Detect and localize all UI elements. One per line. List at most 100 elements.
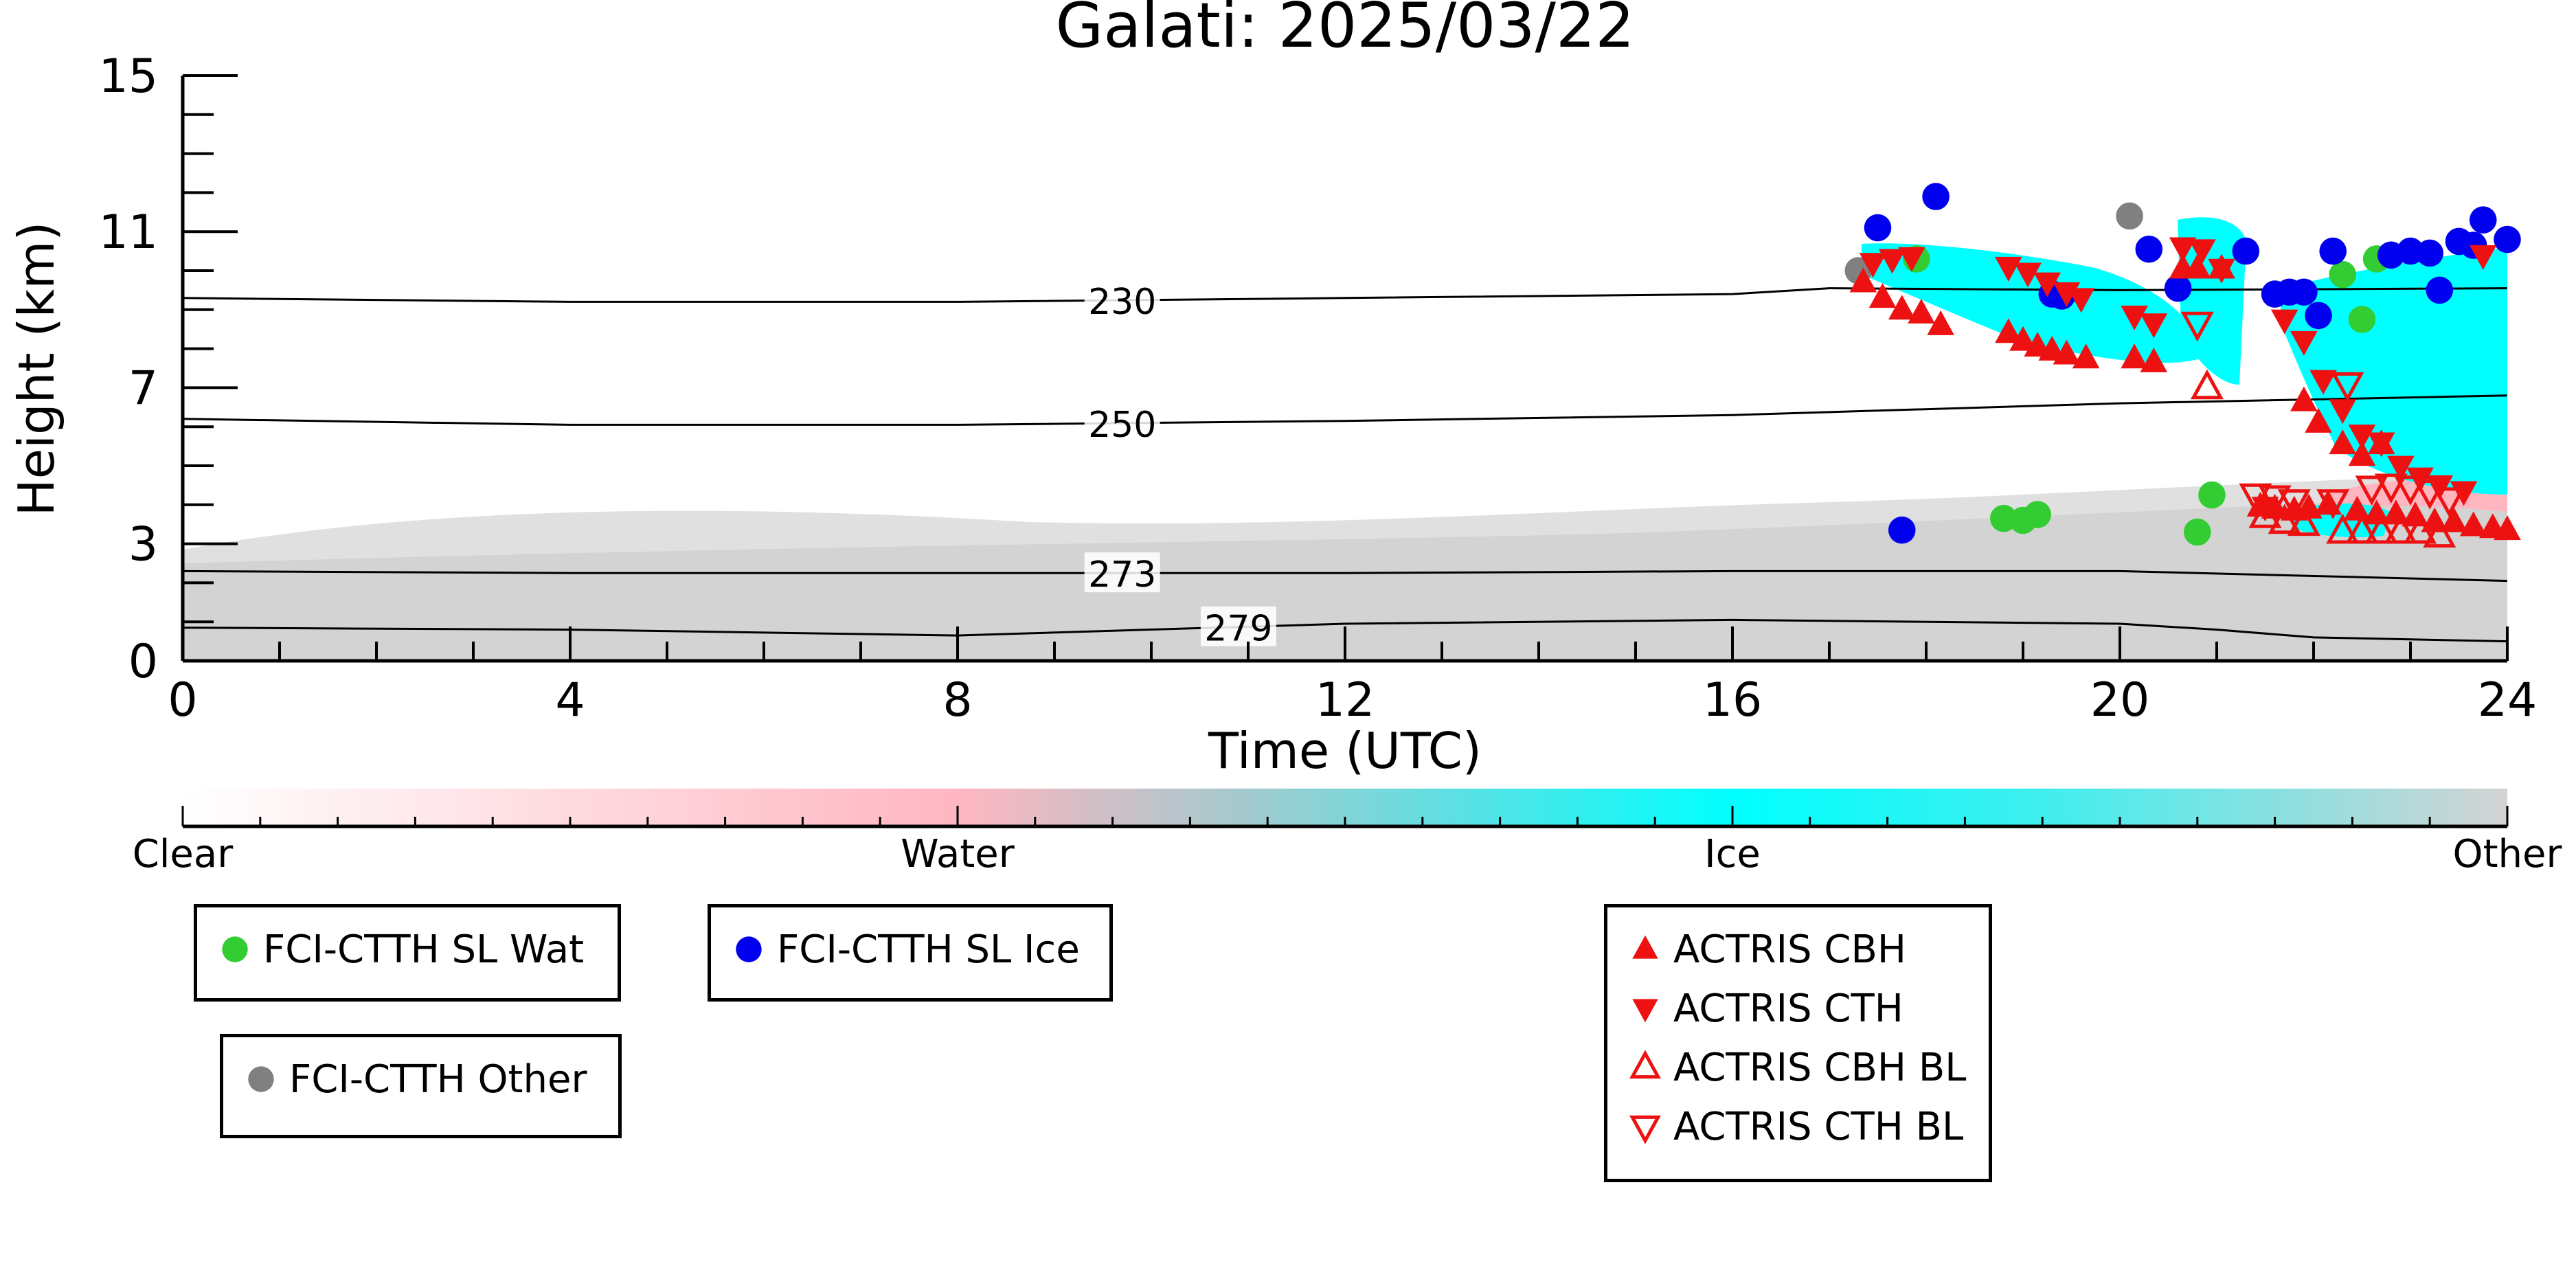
legend-marker-icon <box>222 936 248 962</box>
legend-actris: ACTRIS CBH ACTRIS CTH ACTRIS CBH BL ACTRIS … <box>1604 904 1992 1182</box>
actris-cbh-bl-point <box>2268 504 2301 534</box>
contour-279 <box>182 618 2508 643</box>
actris-cbh-bl-point <box>2190 369 2224 400</box>
contour-label-279: 279 <box>1204 609 1272 650</box>
legend-marker-icon <box>1629 1050 1661 1079</box>
x-tick-label: 8 <box>942 673 972 727</box>
colorbar: Clear Water Ice Other <box>133 789 2562 877</box>
actris-cbh-point <box>1888 295 1916 320</box>
actris-cth-bl-point <box>2393 475 2428 506</box>
colorbar-label-ice: Ice <box>1704 832 1761 877</box>
colorbar-label-water: Water <box>901 832 1015 877</box>
actris-cth-bl-point <box>2432 487 2466 518</box>
fci-ctth-sl-ice-point <box>2416 239 2443 267</box>
actris-cth-point <box>1859 253 1887 278</box>
colorbar-label-clear: Clear <box>133 832 234 877</box>
actris-cth-point <box>2121 305 2148 330</box>
actris-cth-point <box>2014 262 2042 288</box>
fci-ctth-sl-wat-point <box>2024 501 2051 528</box>
fci-ctth-sl-ice-point <box>1864 214 1892 242</box>
actris-cbh-point <box>2140 347 2168 372</box>
legend-entry: ACTRIS CTH BL <box>1627 1097 1969 1156</box>
cloud-classification-image <box>183 217 2507 661</box>
legend-marker-icon <box>1632 999 1658 1023</box>
x-axis-label: Time (UTC) <box>1208 722 1482 780</box>
y-tick-label: 11 <box>98 205 158 260</box>
actris-cth-bl-point <box>2355 475 2388 506</box>
legend-label: ACTRIS CBH BL <box>1673 1045 1967 1090</box>
other-cloud-speckle <box>183 474 2507 563</box>
fci-ctth-sl-ice-point <box>2305 302 2332 330</box>
actris-cth-point <box>2469 245 2497 270</box>
actris-cth-bl-point <box>2331 372 2364 403</box>
fci-ctth-sl-ice-point <box>2426 276 2454 304</box>
legend-entry: FCI-CTTH SL Wat <box>216 920 598 979</box>
legend-label: ACTRIS CTH <box>1673 986 1903 1031</box>
actris-cth-point <box>2033 272 2061 297</box>
y-tick-label: 15 <box>98 49 158 104</box>
legend-marker-icon <box>248 1066 274 1092</box>
contour-label-273: 273 <box>1088 554 1156 596</box>
actris-cbh-point <box>2440 507 2468 532</box>
fci-ctth-sl-wat-point <box>2329 260 2357 289</box>
legend-label: FCI-CTTH Other <box>289 1057 587 1102</box>
legend-marker <box>248 1066 274 1092</box>
colorbar-label-other: Other <box>2452 832 2562 877</box>
actris-cth-bl-point <box>2277 489 2311 519</box>
legend-marker <box>1632 999 1658 1023</box>
actris-cbh-point <box>2329 429 2357 455</box>
actris-cbh-bl-point <box>2287 506 2320 536</box>
legend-marker-icon <box>736 936 762 962</box>
actris-cbh-bl-point <box>2404 513 2437 544</box>
actris-cbh-point <box>2459 511 2487 536</box>
actris-cth-point <box>1878 249 1906 274</box>
actris-cbh-point <box>2348 441 2376 466</box>
actris-cth-point <box>2387 455 2415 481</box>
x-tick-label: 12 <box>1315 673 1375 727</box>
legend-marker-icon <box>1632 935 1658 959</box>
contour-label-250: 250 <box>1088 405 1156 446</box>
legend-entry: ACTRIS CBH <box>1627 920 1969 979</box>
ice-cloud-region-1 <box>1862 243 2205 363</box>
actris-cth-point <box>2270 309 2298 335</box>
actris-cbh-point <box>2072 343 2100 369</box>
chart-title: Galati: 2025/03/22 <box>1055 0 1634 62</box>
ice-cloud-region-3 <box>2281 247 2507 495</box>
legend-label: ACTRIS CBH <box>1673 927 1907 972</box>
legend-water: FCI-CTTH SL Wat <box>194 904 621 1002</box>
contour-250 <box>182 394 2508 426</box>
actris-cth-bl-point <box>2180 311 2214 342</box>
actris-cbh-point <box>2314 490 2342 515</box>
contour-label-bg <box>1084 280 1160 320</box>
fci-ctth-sl-ice-point <box>2319 237 2347 265</box>
data-points <box>1844 183 2521 548</box>
actris-cth-point <box>2329 399 2357 425</box>
legend-ice: FCI-CTTH SL Ice <box>708 904 1113 1002</box>
actris-cth-point <box>2348 425 2376 450</box>
legend-marker <box>1629 1115 1661 1144</box>
actris-cbh-point <box>2305 407 2332 433</box>
x-tick-label: 4 <box>555 673 585 727</box>
actris-cth-point <box>2367 432 2395 457</box>
y-tick-label: 0 <box>128 635 158 689</box>
actris-cbh-point <box>1927 310 1954 335</box>
contour-label-230: 230 <box>1088 282 1156 323</box>
fci-ctth-sl-ice-point <box>1888 516 1916 544</box>
x-tick-label: 24 <box>2478 673 2538 727</box>
legend-label: FCI-CTTH SL Wat <box>263 927 585 972</box>
actris-cbh-bl-point <box>2345 513 2379 544</box>
actris-cbh-point <box>2343 495 2371 521</box>
actris-cbh-point <box>1868 283 1897 308</box>
actris-cth-point <box>2208 258 2235 284</box>
actris-cbh-point <box>2121 343 2148 369</box>
actris-cbh-point <box>1908 298 1935 324</box>
fci-ctth-sl-ice-point <box>1922 183 1950 210</box>
actris-cth-point <box>2169 237 2197 262</box>
x-tick-label: 0 <box>168 673 197 727</box>
actris-cbh-bl-point <box>2384 513 2417 544</box>
fci-ctth-sl-ice-point <box>2494 225 2521 253</box>
fci-ctth-sl-wat-point <box>2348 306 2376 333</box>
actris-cbh-point <box>2009 326 2037 351</box>
actris-cth-point <box>2309 370 2337 395</box>
